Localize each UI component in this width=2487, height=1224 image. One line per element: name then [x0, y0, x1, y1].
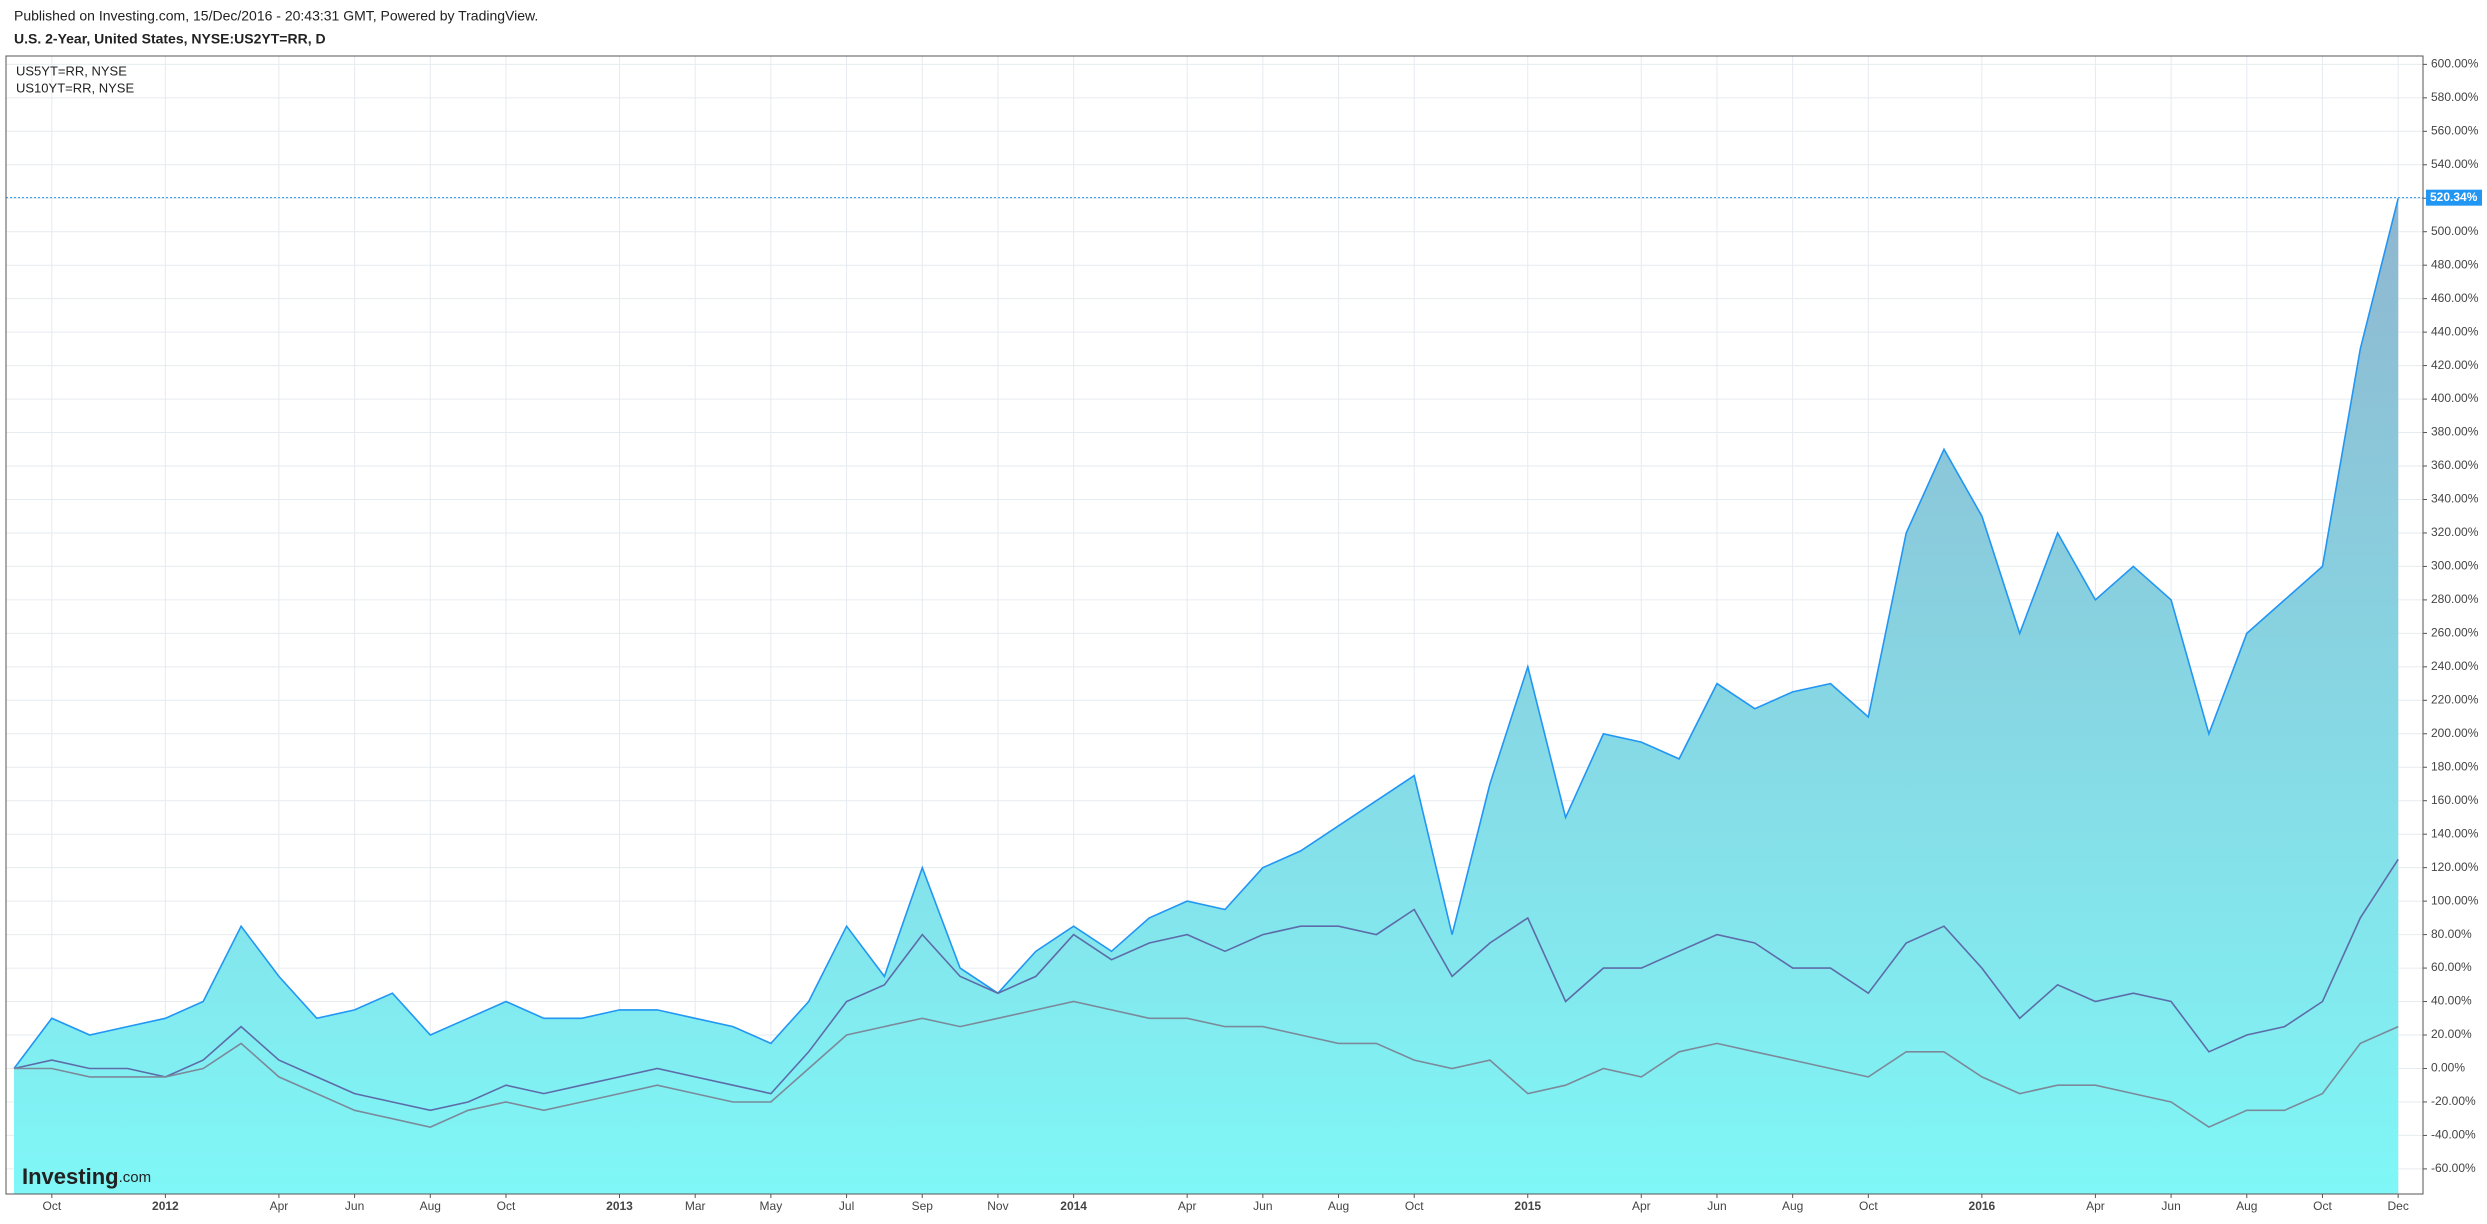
y-tick-label: 220.00%	[2431, 692, 2479, 706]
x-tick-label: Nov	[987, 1199, 1008, 1213]
published-note: Published on Investing.com, 15/Dec/2016 …	[14, 8, 538, 24]
y-tick-label: 560.00%	[2431, 123, 2479, 137]
x-tick-label: May	[760, 1199, 783, 1213]
plot-frame	[5, 55, 2424, 1195]
x-tick-label: 2012	[152, 1199, 179, 1213]
y-tick-label: 140.00%	[2431, 826, 2479, 840]
y-tick-label: 260.00%	[2431, 626, 2479, 640]
y-tick-label: 80.00%	[2431, 927, 2472, 941]
axes: -60.00% -40.00% -20.00% 0.00% 20.00% 40.00% 60…	[43, 57, 2482, 1213]
y-tick-label: 500.00%	[2431, 224, 2479, 238]
y-tick-label: 480.00%	[2431, 257, 2479, 271]
y-tick-label: 180.00%	[2431, 759, 2479, 773]
x-tick-label: Jun	[1707, 1199, 1726, 1213]
x-tick-label: Jun	[345, 1199, 364, 1213]
y-tick-label: 460.00%	[2431, 291, 2479, 305]
area	[14, 198, 2399, 1194]
plot	[6, 197, 2423, 1194]
y-tick-label: 20.00%	[2431, 1027, 2472, 1041]
x-tick-label: 2014	[1060, 1199, 1087, 1213]
x-tick-label: Jun	[2161, 1199, 2180, 1213]
x-tick-label: Aug	[420, 1199, 441, 1213]
x-tick-label: Aug	[1328, 1199, 1349, 1213]
y-tick-label: 320.00%	[2431, 525, 2479, 539]
x-tick-label: Oct	[2313, 1199, 2332, 1213]
x-tick-label: 2015	[1514, 1199, 1541, 1213]
x-tick-label: Apr	[2086, 1199, 2105, 1213]
y-tick-label: 440.00%	[2431, 324, 2479, 338]
y-tick-label: 300.00%	[2431, 559, 2479, 573]
y-tick-label: 200.00%	[2431, 726, 2479, 740]
y-tick-label: 60.00%	[2431, 960, 2472, 974]
x-tick-label: Aug	[1782, 1199, 1803, 1213]
x-tick-label: Dec	[2387, 1199, 2408, 1213]
y-tick-label: 360.00%	[2431, 458, 2479, 472]
x-tick-label: Oct	[1405, 1199, 1424, 1213]
y-tick-label: 400.00%	[2431, 391, 2479, 405]
y-tick-label: 100.00%	[2431, 893, 2479, 907]
line	[14, 1000, 2399, 1129]
line	[13, 198, 2399, 1069]
x-tick-label: 2016	[1969, 1199, 1996, 1213]
x-tick-label: Jul	[839, 1199, 854, 1213]
y-tick-label: 340.00%	[2431, 492, 2479, 506]
y-tick-label: 580.00%	[2431, 90, 2479, 104]
x-tick-label: Mar	[685, 1199, 706, 1213]
x-tick-label: Oct	[497, 1199, 516, 1213]
x-tick-label: Sep	[912, 1199, 934, 1213]
y-tick-label: 240.00%	[2431, 659, 2479, 673]
line	[13, 858, 2399, 1112]
y-tick-label: 380.00%	[2431, 425, 2479, 439]
x-tick-label: Aug	[2236, 1199, 2257, 1213]
watermark: Investing.com	[22, 1164, 151, 1189]
price-label-box	[2426, 189, 2482, 206]
y-tick-label: 600.00%	[2431, 57, 2479, 71]
y-tick-label: 280.00%	[2431, 592, 2479, 606]
y-tick-label: -60.00%	[2431, 1161, 2476, 1175]
x-tick-label: 2013	[606, 1199, 633, 1213]
y-tick-label: 120.00%	[2431, 860, 2479, 874]
legend-entry: US10YT=RR, NYSE	[16, 80, 134, 95]
x-tick-label: Apr	[270, 1199, 289, 1213]
y-tick-label: 40.00%	[2431, 994, 2472, 1008]
legend-entry: US5YT=RR, NYSE	[16, 63, 127, 78]
y-tick-label: 160.00%	[2431, 793, 2479, 807]
x-tick-label: Apr	[1178, 1199, 1197, 1213]
y-tick-label: -20.00%	[2431, 1094, 2476, 1108]
y-tick-label: -40.00%	[2431, 1128, 2476, 1142]
y-tick-label: 540.00%	[2431, 157, 2479, 171]
chart-title: U.S. 2-Year, United States, NYSE:US2YT=R…	[14, 31, 326, 47]
y-tick-label: 0.00%	[2431, 1061, 2465, 1075]
x-tick-label: Oct	[43, 1199, 62, 1213]
watermark-brand: Investing	[22, 1164, 119, 1189]
price-label: 520.34%	[2430, 190, 2478, 204]
y-tick-label: 420.00%	[2431, 358, 2479, 372]
watermark-suffix: .com	[119, 1169, 152, 1186]
x-tick-label: Apr	[1632, 1199, 1651, 1213]
x-tick-label: Oct	[1859, 1199, 1878, 1213]
x-tick-label: Jun	[1253, 1199, 1272, 1213]
